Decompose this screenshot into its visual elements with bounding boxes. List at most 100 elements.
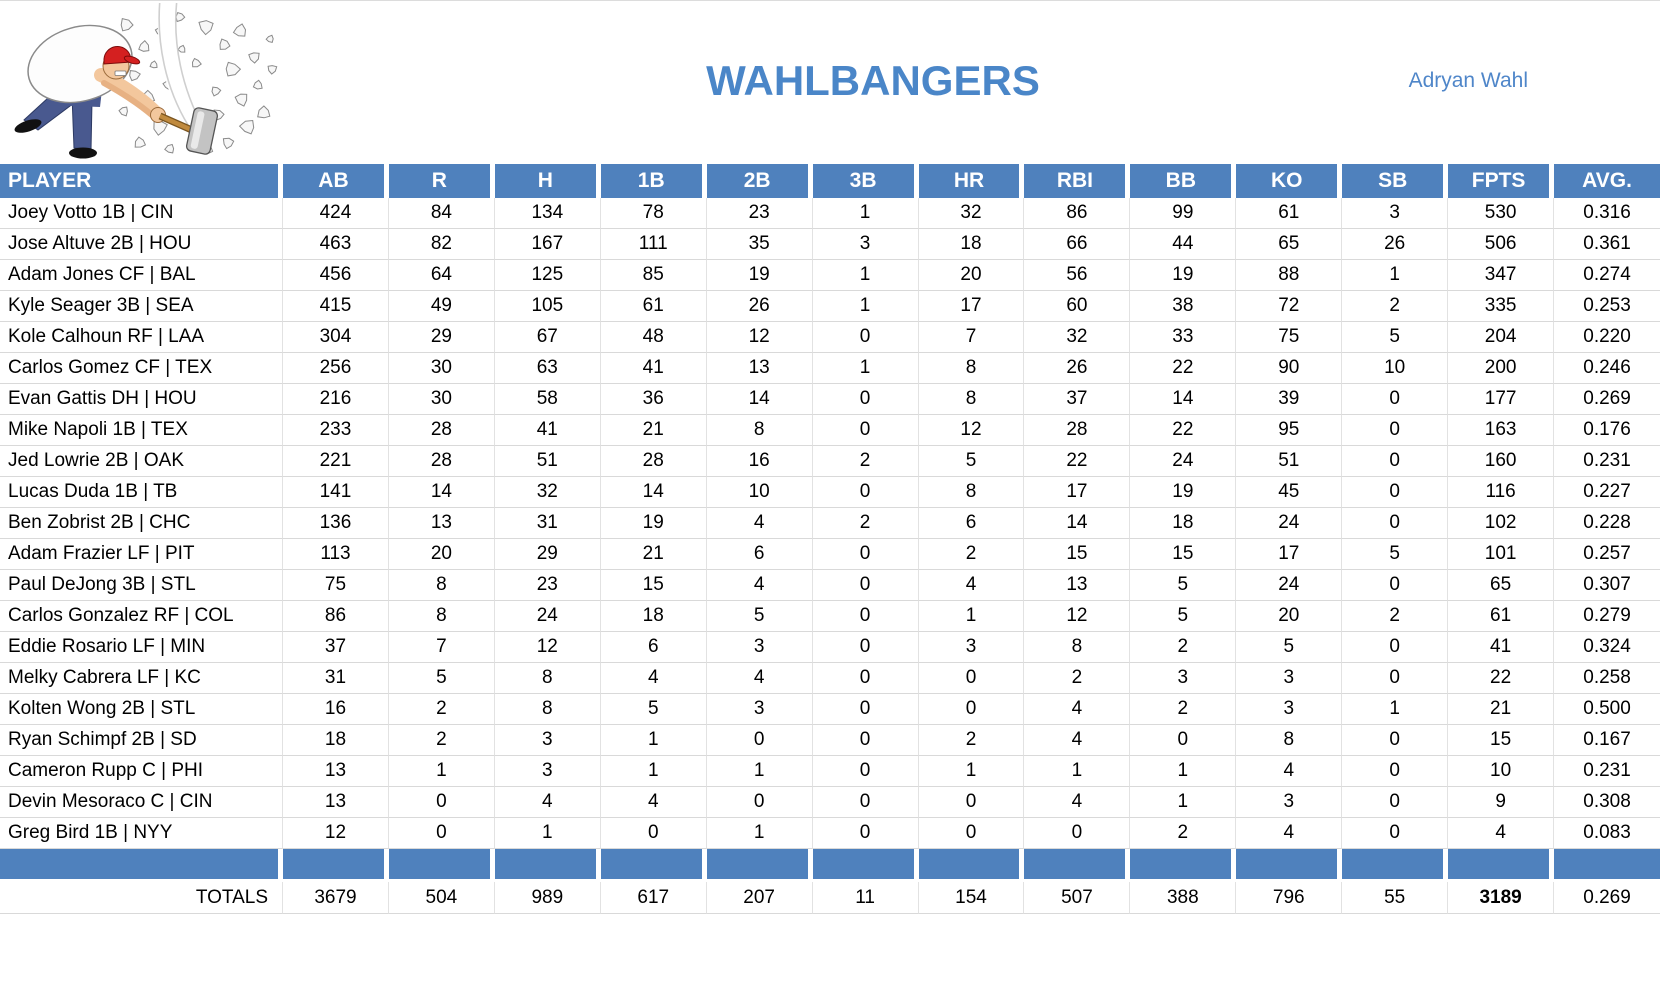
stat-cell-1b: 6	[600, 632, 707, 663]
stat-cell-hr: 7	[918, 322, 1025, 353]
table-body: Joey Votto 1B | CIN 424 84 134 78 23 1 32 86 99 61…	[0, 198, 1660, 849]
stat-cell-avg: 0.167	[1554, 725, 1660, 756]
stat-cell-1b: 15	[600, 570, 707, 601]
stat-cell-2b: 26	[706, 291, 813, 322]
stat-cell-fpts: 177	[1448, 384, 1555, 415]
player-cell: Mike Napoli 1B | TEX	[0, 415, 283, 446]
rock-shard-icon	[265, 34, 274, 43]
stat-cell-ko: 90	[1236, 353, 1343, 384]
stat-cell-hr: 2	[918, 725, 1025, 756]
player-cell: Carlos Gonzalez RF | COL	[0, 601, 283, 632]
separator-cell	[494, 849, 601, 879]
player-cell: Adam Frazier LF | PIT	[0, 539, 283, 570]
total-cell-ko: 796	[1236, 882, 1343, 914]
rock-shard-icon	[219, 38, 231, 50]
stat-cell-r: 64	[388, 260, 495, 291]
rock-shard-icon	[232, 23, 247, 37]
separator-cell	[1024, 849, 1131, 879]
rock-shard-icon	[175, 11, 186, 23]
stat-cell-sb: 0	[1342, 632, 1449, 663]
stat-cell-rbi: 66	[1024, 229, 1131, 260]
stat-cell-fpts: 530	[1448, 198, 1555, 229]
stat-cell-h: 3	[494, 725, 601, 756]
stat-cell-bb: 44	[1130, 229, 1237, 260]
stat-cell-hr: 6	[918, 508, 1025, 539]
table-row: Eddie Rosario LF | MIN 37 7 12 6 3 0 3 8 2 5 0 41 0.3…	[0, 632, 1660, 663]
column-header-player: PLAYER	[0, 164, 283, 198]
player-cell: Melky Cabrera LF | KC	[0, 663, 283, 694]
stat-cell-1b: 28	[600, 446, 707, 477]
stat-cell-3b: 3	[812, 229, 919, 260]
stat-cell-2b: 3	[706, 632, 813, 663]
table-row: Carlos Gomez CF | TEX 256 30 63 41 13 1 8 26 22 90…	[0, 353, 1660, 384]
stat-cell-ko: 3	[1236, 787, 1343, 818]
stat-cell-fpts: 22	[1448, 663, 1555, 694]
stat-cell-r: 2	[388, 725, 495, 756]
stat-cell-ab: 463	[283, 229, 389, 260]
stat-cell-1b: 4	[600, 663, 707, 694]
stat-cell-h: 3	[494, 756, 601, 787]
stat-cell-r: 14	[388, 477, 495, 508]
stat-cell-h: 167	[494, 229, 601, 260]
column-header-rbi: RBI	[1024, 164, 1131, 198]
stat-cell-ko: 95	[1236, 415, 1343, 446]
separator-cell	[1130, 849, 1237, 879]
column-header-ko: KO	[1236, 164, 1343, 198]
stat-cell-avg: 0.361	[1554, 229, 1660, 260]
rock-shard-icon	[177, 44, 186, 53]
stat-cell-1b: 1	[600, 725, 707, 756]
stat-cell-hr: 4	[918, 570, 1025, 601]
stat-cell-2b: 1	[706, 756, 813, 787]
stat-cell-2b: 5	[706, 601, 813, 632]
stat-cell-h: 105	[494, 291, 601, 322]
rock-shard-icon	[257, 105, 271, 119]
stat-cell-1b: 78	[600, 198, 707, 229]
stat-cell-bb: 99	[1130, 198, 1237, 229]
table-row: Kyle Seager 3B | SEA 415 49 105 61 26 1 17 60 38 7…	[0, 291, 1660, 322]
stat-cell-hr: 2	[918, 539, 1025, 570]
stat-cell-avg: 0.324	[1554, 632, 1660, 663]
stat-cell-2b: 23	[706, 198, 813, 229]
player-cell: Adam Jones CF | BAL	[0, 260, 283, 291]
stat-cell-ab: 221	[283, 446, 389, 477]
stat-cell-avg: 0.227	[1554, 477, 1660, 508]
stat-cell-3b: 0	[812, 384, 919, 415]
stat-cell-ko: 45	[1236, 477, 1343, 508]
separator-cell	[812, 849, 919, 879]
stat-cell-sb: 2	[1342, 601, 1449, 632]
stat-cell-avg: 0.231	[1554, 446, 1660, 477]
stat-cell-3b: 1	[812, 291, 919, 322]
table-row: Carlos Gonzalez RF | COL 86 8 24 18 5 0 1 12 5 20 2…	[0, 601, 1660, 632]
stat-cell-hr: 18	[918, 229, 1025, 260]
stat-cell-ab: 16	[283, 694, 389, 725]
stat-cell-ab: 304	[283, 322, 389, 353]
stat-cell-fpts: 160	[1448, 446, 1555, 477]
stat-cell-ko: 39	[1236, 384, 1343, 415]
stat-cell-ab: 216	[283, 384, 389, 415]
stat-cell-bb: 1	[1130, 787, 1237, 818]
stat-cell-h: 4	[494, 787, 601, 818]
stat-cell-ab: 113	[283, 539, 389, 570]
rock-shard-icon	[211, 86, 222, 97]
stat-cell-h: 12	[494, 632, 601, 663]
stat-cell-sb: 0	[1342, 725, 1449, 756]
stat-cell-avg: 0.253	[1554, 291, 1660, 322]
stat-cell-r: 2	[388, 694, 495, 725]
stat-cell-3b: 2	[812, 446, 919, 477]
stat-cell-ko: 61	[1236, 198, 1343, 229]
stat-cell-fpts: 10	[1448, 756, 1555, 787]
stat-cell-hr: 5	[918, 446, 1025, 477]
separator-cell	[0, 849, 283, 879]
stat-cell-2b: 4	[706, 663, 813, 694]
stat-cell-bb: 3	[1130, 663, 1237, 694]
table-row: Ryan Schimpf 2B | SD 18 2 3 1 0 0 2 4 0 8 0 15 0.167	[0, 725, 1660, 756]
separator-row	[0, 849, 1660, 879]
stat-cell-fpts: 15	[1448, 725, 1555, 756]
stat-cell-2b: 10	[706, 477, 813, 508]
stat-cell-avg: 0.316	[1554, 198, 1660, 229]
stat-cell-sb: 0	[1342, 570, 1449, 601]
stat-cell-hr: 0	[918, 694, 1025, 725]
stat-cell-rbi: 13	[1024, 570, 1131, 601]
stat-cell-2b: 6	[706, 539, 813, 570]
rock-shard-icon	[222, 137, 235, 150]
